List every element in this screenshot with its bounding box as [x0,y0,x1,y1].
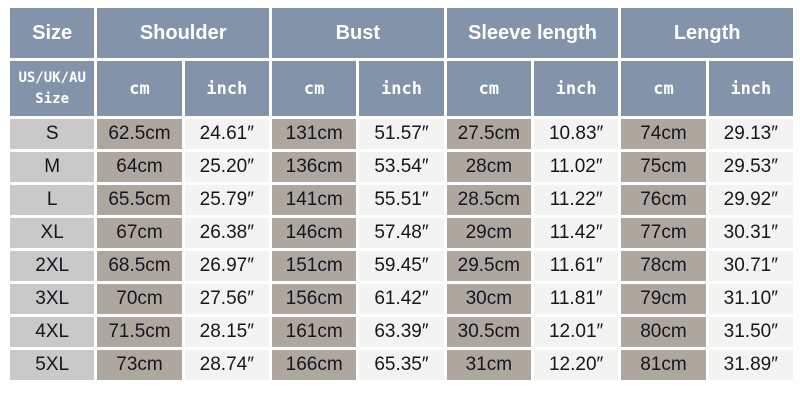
bust-cm-cell: 146cm [271,218,357,248]
subheader-length-inch: inch [708,61,793,116]
subheader-length-cm: cm [621,61,706,116]
sleeve-inch-cell: 11.81″ [533,284,619,314]
bust-cm-cell: 161cm [271,317,357,347]
header-size: Size [10,8,95,58]
sleeve-cm-cell: 30.5cm [446,317,531,347]
size-cell: 3XL [10,284,95,314]
bust-inch-cell: 65.35″ [359,350,444,380]
shoulder-inch-cell: 27.56″ [184,284,269,314]
length-inch-cell: 29.92″ [708,185,793,215]
bust-cm-cell: 136cm [271,152,357,182]
size-cell: 5XL [10,350,95,380]
size-chart-table: Size Shoulder Bust Sleeve length Length … [7,5,796,383]
sleeve-cm-cell: 29cm [446,218,531,248]
table-row-2xl: 2XL 68.5cm 26.97″ 151cm 59.45″ 29.5cm 11… [10,251,793,281]
shoulder-inch-cell: 24.61″ [184,119,269,149]
sleeve-cm-cell: 27.5cm [446,119,531,149]
bust-cm-cell: 166cm [271,350,357,380]
shoulder-inch-cell: 28.74″ [184,350,269,380]
shoulder-cm-cell: 67cm [97,218,182,248]
bust-inch-cell: 51.57″ [359,119,444,149]
sleeve-cm-cell: 30cm [446,284,531,314]
length-cm-cell: 75cm [621,152,706,182]
header-unit-row: US/UK/AU Size cm inch cm inch cm inch cm… [10,61,793,116]
length-inch-cell: 29.13″ [708,119,793,149]
subheader-sleeve-cm: cm [446,61,531,116]
header-sleeve-length: Sleeve length [446,8,619,58]
bust-cm-cell: 151cm [271,251,357,281]
length-cm-cell: 78cm [621,251,706,281]
shoulder-inch-cell: 26.38″ [184,218,269,248]
subheader-bust-cm: cm [271,61,357,116]
sleeve-inch-cell: 11.02″ [533,152,619,182]
sleeve-cm-cell: 28.5cm [446,185,531,215]
shoulder-cm-cell: 68.5cm [97,251,182,281]
shoulder-cm-cell: 65.5cm [97,185,182,215]
subheader-bust-inch: inch [359,61,444,116]
sleeve-cm-cell: 29.5cm [446,251,531,281]
header-bust: Bust [271,8,444,58]
sleeve-inch-cell: 11.61″ [533,251,619,281]
shoulder-inch-cell: 25.20″ [184,152,269,182]
sleeve-inch-cell: 11.22″ [533,185,619,215]
shoulder-inch-cell: 25.79″ [184,185,269,215]
size-cell: 2XL [10,251,95,281]
bust-inch-cell: 57.48″ [359,218,444,248]
table-row-l: L 65.5cm 25.79″ 141cm 55.51″ 28.5cm 11.2… [10,185,793,215]
sleeve-inch-cell: 12.20″ [533,350,619,380]
sleeve-inch-cell: 10.83″ [533,119,619,149]
length-inch-cell: 30.31″ [708,218,793,248]
sleeve-inch-cell: 12.01″ [533,317,619,347]
subheader-shoulder-cm: cm [97,61,182,116]
subheader-shoulder-inch: inch [184,61,269,116]
header-group-row: Size Shoulder Bust Sleeve length Length [10,8,793,58]
bust-cm-cell: 141cm [271,185,357,215]
shoulder-cm-cell: 70cm [97,284,182,314]
table-row-xl: XL 67cm 26.38″ 146cm 57.48″ 29cm 11.42″ … [10,218,793,248]
size-cell: XL [10,218,95,248]
length-cm-cell: 81cm [621,350,706,380]
bust-inch-cell: 63.39″ [359,317,444,347]
length-inch-cell: 31.50″ [708,317,793,347]
bust-inch-cell: 61.42″ [359,284,444,314]
size-cell: L [10,185,95,215]
shoulder-inch-cell: 26.97″ [184,251,269,281]
sleeve-cm-cell: 28cm [446,152,531,182]
length-cm-cell: 74cm [621,119,706,149]
length-cm-cell: 76cm [621,185,706,215]
table-row-4xl: 4XL 71.5cm 28.15″ 161cm 63.39″ 30.5cm 12… [10,317,793,347]
length-inch-cell: 30.71″ [708,251,793,281]
table-row-5xl: 5XL 73cm 28.74″ 166cm 65.35″ 31cm 12.20″… [10,350,793,380]
shoulder-cm-cell: 71.5cm [97,317,182,347]
length-cm-cell: 80cm [621,317,706,347]
shoulder-inch-cell: 28.15″ [184,317,269,347]
subheader-us-uk-au-size: US/UK/AU Size [10,61,95,116]
length-inch-cell: 29.53″ [708,152,793,182]
length-cm-cell: 77cm [621,218,706,248]
bust-cm-cell: 131cm [271,119,357,149]
size-cell: 4XL [10,317,95,347]
table-row-s: S 62.5cm 24.61″ 131cm 51.57″ 27.5cm 10.8… [10,119,793,149]
shoulder-cm-cell: 64cm [97,152,182,182]
size-cell: M [10,152,95,182]
bust-cm-cell: 156cm [271,284,357,314]
length-inch-cell: 31.10″ [708,284,793,314]
length-cm-cell: 79cm [621,284,706,314]
bust-inch-cell: 55.51″ [359,185,444,215]
sleeve-cm-cell: 31cm [446,350,531,380]
size-cell: S [10,119,95,149]
bust-inch-cell: 53.54″ [359,152,444,182]
sleeve-inch-cell: 11.42″ [533,218,619,248]
subheader-sleeve-inch: inch [533,61,619,116]
shoulder-cm-cell: 73cm [97,350,182,380]
shoulder-cm-cell: 62.5cm [97,119,182,149]
header-shoulder: Shoulder [97,8,269,58]
bust-inch-cell: 59.45″ [359,251,444,281]
header-length: Length [621,8,793,58]
table-row-m: M 64cm 25.20″ 136cm 53.54″ 28cm 11.02″ 7… [10,152,793,182]
table-row-3xl: 3XL 70cm 27.56″ 156cm 61.42″ 30cm 11.81″… [10,284,793,314]
length-inch-cell: 31.89″ [708,350,793,380]
